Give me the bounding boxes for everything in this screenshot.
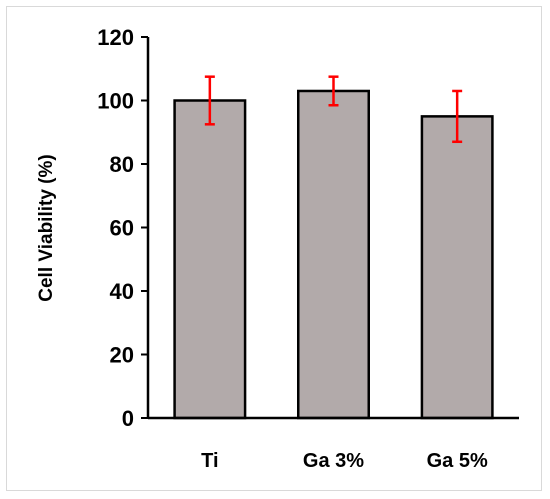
error-bars — [204, 75, 463, 144]
y-tick-label: 0 — [122, 406, 134, 431]
bars — [173, 89, 494, 420]
y-tick-label: 80 — [110, 152, 134, 177]
x-axis-labels: Ti Ga 3% Ga 5% — [201, 450, 488, 472]
y-tick-label: 40 — [110, 279, 134, 304]
y-tick-label: 120 — [97, 25, 134, 50]
y-axis-ticks: 0 20 40 60 80 100 120 — [97, 25, 148, 431]
y-tick-label: 60 — [110, 216, 134, 241]
x-tick-label: Ga 3% — [303, 450, 364, 472]
y-tick-label: 100 — [97, 89, 134, 114]
axes — [146, 37, 519, 420]
y-axis-title: Cell Viability (%) — [36, 154, 57, 301]
x-tick-label: Ti — [201, 450, 218, 472]
bar-ti — [173, 99, 247, 420]
x-tick-label: Ga 5% — [427, 450, 488, 472]
y-tick-label: 20 — [110, 343, 134, 368]
bar-ga-3 — [297, 89, 370, 420]
bar-ga-5 — [420, 115, 494, 420]
